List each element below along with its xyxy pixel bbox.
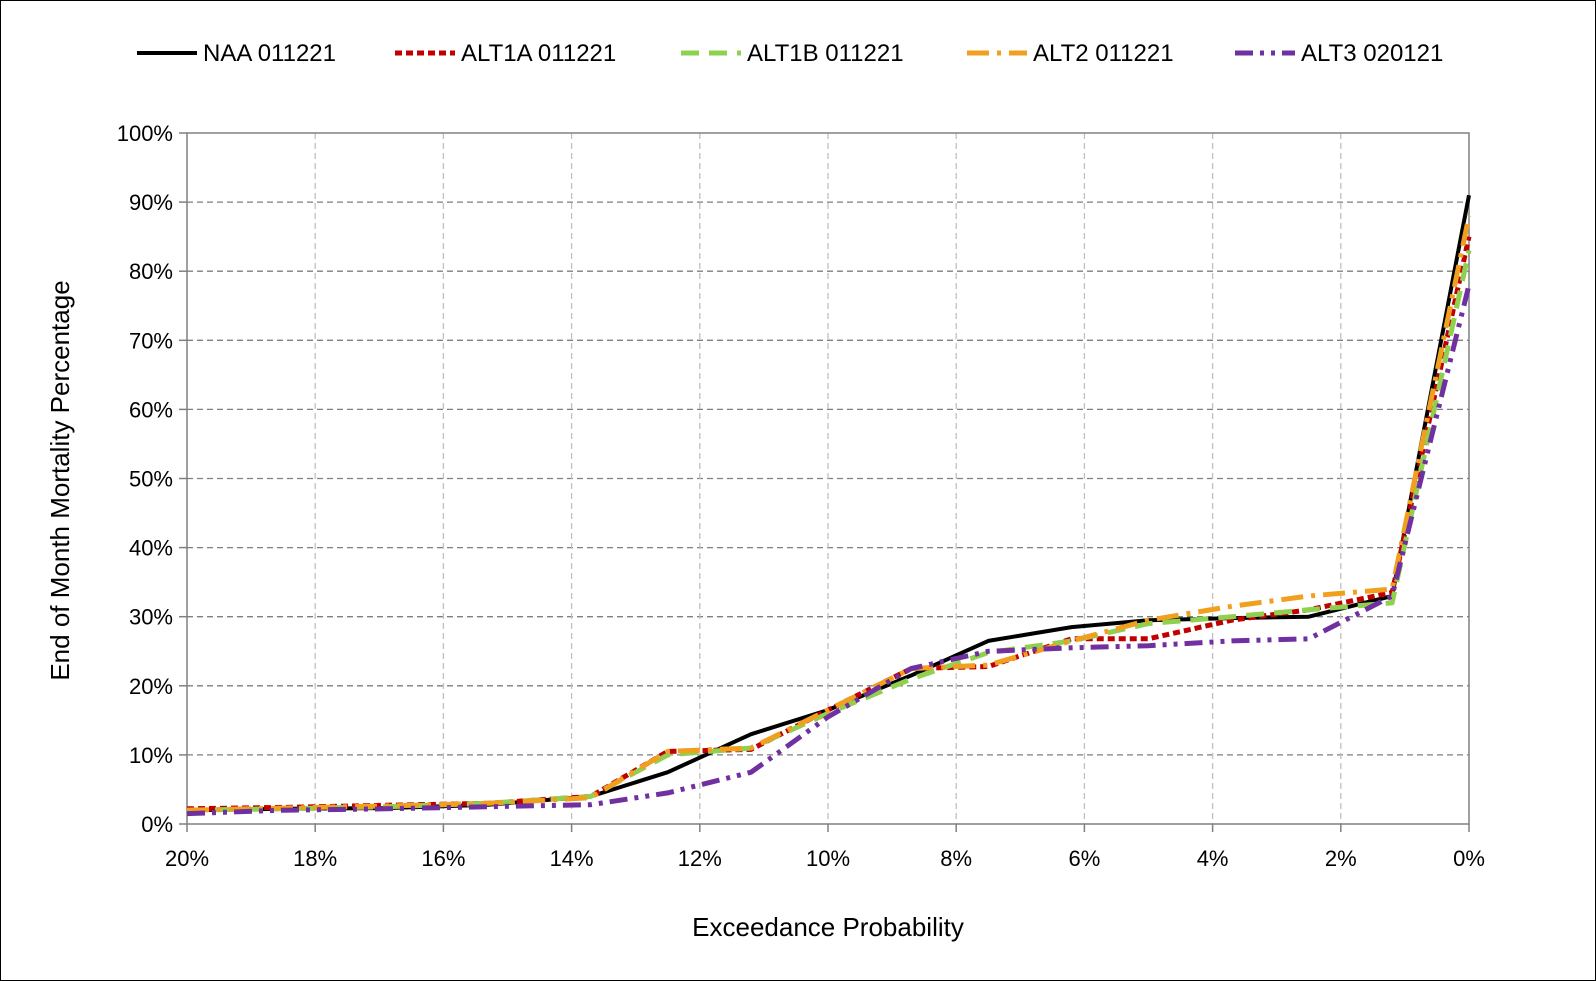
x-tick-label: 2% xyxy=(1325,846,1357,871)
x-tick-label: 8% xyxy=(940,846,972,871)
x-tick-label: 10% xyxy=(806,846,850,871)
y-tick-label: 50% xyxy=(129,467,173,492)
x-tick-label: 14% xyxy=(550,846,594,871)
x-tick-label: 12% xyxy=(678,846,722,871)
legend-label: ALT1B 011221 xyxy=(747,40,904,67)
x-axis-ticks: 20% 18% 16% 14% 12% 10% 8% 6% 4% 2% 0% xyxy=(165,824,1485,871)
y-tick-label: 10% xyxy=(129,743,173,768)
x-tick-label: 4% xyxy=(1197,846,1229,871)
series-line-3 xyxy=(186,215,1472,813)
y-tick-label: 20% xyxy=(129,674,173,699)
legend-label: NAA 011221 xyxy=(203,40,336,67)
y-tick-label: 60% xyxy=(129,397,173,422)
legend-label: ALT2 011221 xyxy=(1033,40,1174,67)
x-tick-label: 6% xyxy=(1069,846,1101,871)
legend-label: ALT3 020121 xyxy=(1301,40,1443,67)
series-line-4 xyxy=(186,284,1472,817)
y-tick-label: 30% xyxy=(129,605,173,630)
x-tick-label: 18% xyxy=(293,846,337,871)
y-tick-label: 0% xyxy=(141,812,173,837)
y-tick-label: 100% xyxy=(117,121,173,146)
legend-label: ALT1A 011221 xyxy=(461,40,616,67)
x-tick-label: 0% xyxy=(1453,846,1485,871)
gridlines xyxy=(187,133,1469,824)
y-tick-label: 90% xyxy=(129,190,173,215)
legend: NAA 011221 ALT1A 011221 ALT1B 011221 ALT2 0… xyxy=(137,40,1443,67)
y-tick-label: 70% xyxy=(129,328,173,353)
series-line-2 xyxy=(186,249,1472,813)
y-axis-ticks: 0% 10% 20% 30% 40% 50% 60% 70% 80% 90% 100% xyxy=(117,121,187,837)
x-tick-label: 16% xyxy=(421,846,465,871)
series-lines xyxy=(186,194,1472,817)
x-axis-title: Exceedance Probability xyxy=(692,912,964,942)
y-tick-label: 80% xyxy=(129,259,173,284)
y-axis-title: End of Month Mortality Percentage xyxy=(45,280,75,680)
series-line-1 xyxy=(186,236,1472,812)
y-tick-label: 40% xyxy=(129,536,173,561)
x-tick-label: 20% xyxy=(165,846,209,871)
